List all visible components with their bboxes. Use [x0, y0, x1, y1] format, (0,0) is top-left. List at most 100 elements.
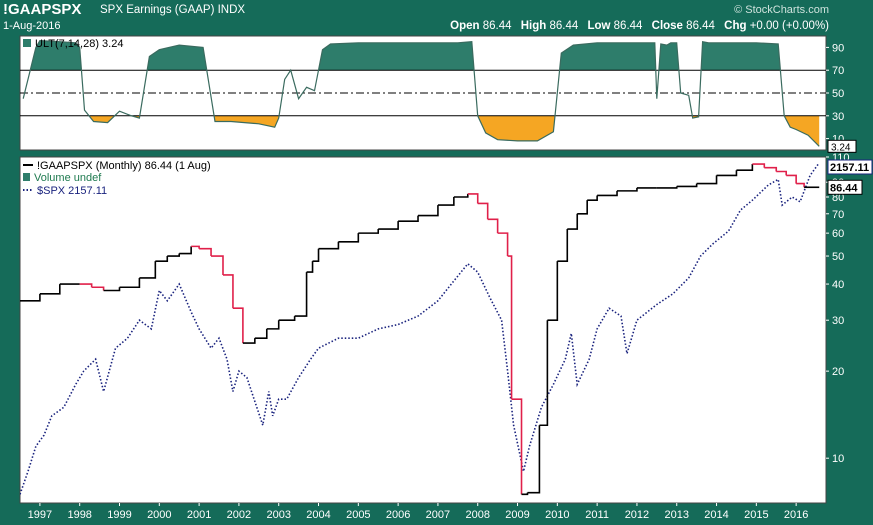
symbol-title: !GAAPSPX — [3, 1, 82, 18]
earnings-segment — [254, 328, 268, 339]
earnings-segment — [752, 163, 766, 168]
close-label: Close — [651, 20, 683, 32]
ult-line — [22, 39, 820, 147]
earnings-segment — [511, 398, 523, 495]
earnings-segment — [266, 320, 280, 330]
open-label: Open — [450, 20, 480, 32]
x-tick-label: 2014 — [704, 509, 728, 521]
osc-tick-label: 90 — [832, 42, 844, 54]
earnings-segment — [358, 229, 380, 234]
earnings-segment — [418, 205, 439, 217]
earnings-segment — [776, 170, 787, 176]
chart-date: 1-Aug-2016 — [3, 20, 61, 32]
earnings-segment — [796, 182, 805, 188]
earnings-segment — [312, 248, 320, 262]
earnings-segment — [306, 261, 314, 273]
ult-title: ULT(7,14,28) 3.24 — [35, 38, 123, 50]
x-tick-label: 2000 — [147, 509, 171, 521]
x-tick-label: 2016 — [784, 509, 808, 521]
x-tick-label: 2002 — [227, 509, 251, 521]
earnings-segment — [567, 213, 579, 230]
price-tick-label: 30 — [832, 315, 844, 327]
spx-value-badge — [827, 159, 873, 175]
earnings-segment — [222, 274, 234, 309]
earnings-segment — [477, 202, 489, 220]
spx-legend-label: $SPX 2157.11 — [37, 185, 107, 197]
earnings-segment — [487, 218, 499, 234]
x-tick-label: 2004 — [306, 509, 330, 521]
x-tick-label: 1999 — [107, 509, 131, 521]
earnings-segment — [398, 215, 419, 222]
price-tick-label: 60 — [832, 228, 844, 240]
x-tick-label: 2008 — [465, 509, 489, 521]
x-tick-label: 2005 — [346, 509, 370, 521]
description-text: SPX Earnings (GAAP) — [100, 4, 215, 16]
earnings-segment — [587, 195, 598, 201]
earnings-segment — [191, 245, 200, 249]
earnings-legend-label: !GAAPSPX (Monthly) 86.44 (1 Aug) — [37, 160, 211, 172]
x-tick-label: 2001 — [187, 509, 211, 521]
earnings-segment — [119, 277, 141, 289]
earnings-segment — [91, 286, 105, 291]
price-tick-label: 70 — [832, 209, 844, 221]
low-label: Low — [587, 20, 611, 32]
earnings-segment — [179, 246, 192, 255]
earnings-segment — [527, 425, 541, 494]
earnings-segment — [39, 284, 61, 295]
earnings-segment — [597, 190, 618, 197]
ult-value-badge — [827, 139, 857, 153]
stockcharts-watermark: © StockCharts.com — [734, 4, 829, 16]
ohlc-readout: Open 86.44 High 86.44 Low 86.44 Close 86… — [444, 20, 829, 32]
earnings-segment — [497, 232, 509, 257]
earnings-value-label: 86.44 — [830, 182, 858, 194]
earnings-segment — [211, 255, 224, 275]
spx-value-label: 2157.11 — [830, 162, 869, 174]
open-value: 86.44 — [482, 20, 512, 32]
earnings-segment — [786, 174, 797, 184]
low-value: 86.44 — [613, 20, 643, 32]
volume-legend-label: Volume undef — [34, 172, 102, 184]
price-tick-label: 50 — [832, 251, 844, 263]
symbol-description: SPX Earnings (GAAP) INDX — [100, 4, 245, 16]
exchange-text: INDX — [217, 4, 246, 16]
earnings-segment — [103, 287, 121, 292]
price-tick-label: 80 — [832, 192, 844, 204]
x-tick-label: 2013 — [664, 509, 688, 521]
earnings-segment — [676, 183, 698, 188]
earnings-segment — [155, 256, 169, 262]
earnings-segment — [617, 187, 638, 192]
earnings-segment — [577, 200, 588, 215]
earnings-value-badge — [827, 179, 863, 195]
x-tick-label: 2015 — [744, 509, 768, 521]
osc-tick-label: 50 — [832, 88, 844, 100]
earnings-segment — [318, 241, 340, 250]
earnings-segment — [199, 247, 212, 257]
chg-value: +0.00 (+0.00%) — [749, 20, 829, 32]
volume-legend-swatch — [23, 173, 30, 181]
earnings-segment — [79, 283, 93, 288]
earnings-segment — [507, 255, 513, 400]
earnings-segment — [547, 261, 559, 322]
x-tick-label: 2006 — [386, 509, 410, 521]
earnings-segment — [242, 338, 256, 344]
x-tick-label: 1998 — [67, 509, 91, 521]
high-value: 86.44 — [549, 20, 579, 32]
x-tick-label: 2009 — [505, 509, 529, 521]
x-tick-label: 2010 — [545, 509, 569, 521]
earnings-segment — [696, 175, 718, 185]
earnings-segment — [539, 320, 549, 427]
earnings-segment — [467, 193, 479, 204]
earnings-segment — [232, 307, 244, 344]
oversold-fill — [89, 115, 820, 147]
earnings-segment — [453, 193, 469, 198]
x-tick-label: 2007 — [426, 509, 450, 521]
earnings-segment — [20, 293, 41, 302]
price-tick-label: 40 — [832, 279, 844, 291]
ult-value-label: 3.24 — [831, 142, 851, 153]
x-tick-label: 2003 — [266, 509, 290, 521]
earnings-segment — [167, 253, 181, 257]
earnings-segment — [338, 233, 360, 243]
earnings-segment — [557, 229, 569, 262]
x-tick-label: 2012 — [625, 509, 649, 521]
